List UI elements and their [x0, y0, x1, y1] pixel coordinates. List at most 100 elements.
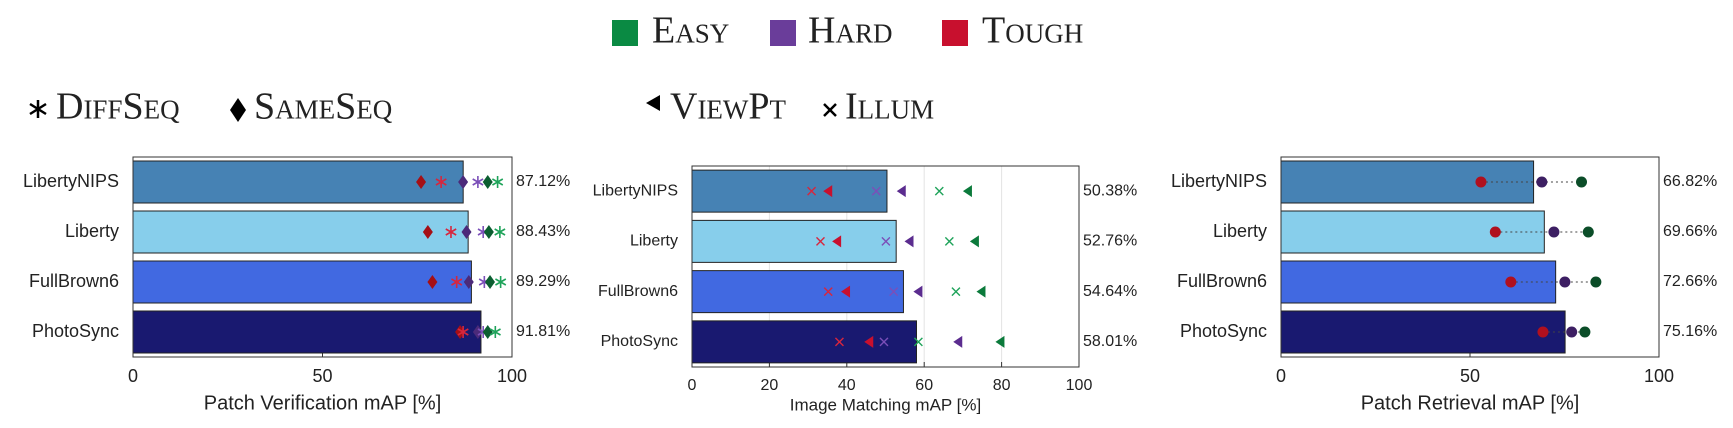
marker-circle [1505, 276, 1517, 288]
x-tick-label: 20 [761, 377, 779, 394]
plot-frame [132, 156, 513, 358]
x-tick-label: 50 [1460, 366, 1480, 386]
bar [132, 210, 469, 254]
value-label: 87.12% [516, 173, 570, 190]
bar [132, 260, 472, 304]
x-axis-label: Patch Retrieval mAP [%] [1361, 392, 1580, 414]
marker-circle [1536, 176, 1548, 188]
marker-diamond [422, 225, 433, 239]
marker-diamond [416, 175, 427, 189]
legend-diamond [230, 98, 246, 122]
category-label: FullBrown6 [1177, 271, 1267, 291]
value-label: 89.29% [516, 273, 570, 290]
legend-label: Tough [982, 10, 1083, 52]
category-label: FullBrown6 [29, 271, 119, 291]
marker-diamond [483, 225, 494, 239]
plot-frame [691, 165, 1080, 368]
marker-triangle [904, 235, 914, 248]
x-tick-label: 100 [497, 366, 527, 386]
marker-circle [1590, 276, 1602, 288]
value-label: 54.64% [1083, 283, 1137, 300]
bar [1280, 210, 1545, 254]
bar [1280, 310, 1566, 354]
marker-cross [879, 337, 889, 347]
marker-cross [951, 287, 961, 297]
marker-diamond [472, 325, 483, 339]
category-label: PhotoSync [1180, 321, 1267, 341]
marker-diamond [458, 175, 469, 189]
x-tick-label: 0 [688, 377, 697, 394]
plot-frame [1280, 156, 1660, 358]
value-label: 72.66% [1663, 273, 1717, 290]
category-label: PhotoSync [601, 333, 678, 350]
category-label: FullBrown6 [598, 283, 678, 300]
marker-legend-label: DiffSeq [56, 86, 180, 128]
x-tick-label: 50 [312, 366, 332, 386]
marker-circle [1559, 276, 1571, 288]
marker-triangle [962, 185, 972, 198]
marker-star [495, 276, 507, 288]
x-tick-label: 60 [915, 377, 933, 394]
marker-circle [1576, 176, 1588, 188]
marker-cross [823, 287, 833, 297]
marker-triangle [995, 335, 1005, 348]
marker-circle [1489, 226, 1501, 238]
marker-triangle [976, 285, 986, 298]
marker-cross [834, 337, 844, 347]
x-tick-label: 80 [993, 377, 1011, 394]
marker-circle [1548, 226, 1560, 238]
marker-cross [913, 337, 923, 347]
marker-star [489, 326, 501, 338]
marker-triangle [823, 185, 833, 198]
marker-circle [1582, 226, 1594, 238]
marker-star [457, 326, 469, 338]
marker-triangle [913, 285, 923, 298]
marker-diamond [482, 325, 493, 339]
marker-triangle [953, 335, 963, 348]
legend-triangle [646, 95, 660, 111]
bar [691, 219, 897, 263]
x-tick-label: 40 [838, 377, 856, 394]
value-label: 50.38% [1083, 182, 1137, 199]
value-label: 91.81% [516, 323, 570, 340]
marker-circle [1566, 326, 1578, 338]
marker-cross [881, 236, 891, 246]
marker-legend-label: Illum [845, 86, 934, 128]
category-label: LibertyNIPS [593, 182, 678, 199]
legend-star [29, 100, 47, 118]
marker-cross [871, 186, 881, 196]
marker-cross [934, 186, 944, 196]
value-label: 88.43% [516, 223, 570, 240]
legend-cross [823, 103, 837, 117]
marker-diamond [427, 275, 438, 289]
marker-diamond [463, 275, 474, 289]
legend-swatch [612, 20, 638, 46]
marker-star [435, 176, 447, 188]
marker-star [445, 226, 457, 238]
bar [691, 270, 904, 314]
x-axis-label: Image Matching mAP [%] [790, 395, 982, 414]
marker-cross [889, 287, 899, 297]
marker-star [494, 226, 506, 238]
legend-swatch [942, 20, 968, 46]
marker-diamond [485, 275, 496, 289]
marker-cross [815, 236, 825, 246]
legend-label: Easy [652, 10, 729, 52]
marker-cross [807, 186, 817, 196]
marker-triangle [864, 335, 874, 348]
marker-triangle [841, 285, 851, 298]
marker-triangle [896, 185, 906, 198]
category-label: Liberty [1213, 221, 1267, 241]
category-label: LibertyNIPS [1171, 171, 1267, 191]
marker-star [491, 176, 504, 188]
bar [691, 320, 917, 364]
marker-circle [1537, 326, 1549, 338]
marker-circle [1579, 326, 1591, 338]
marker-circle [1475, 176, 1487, 188]
x-tick-label: 100 [1644, 366, 1674, 386]
marker-star [472, 176, 484, 188]
value-label: 58.01% [1083, 333, 1137, 350]
bar [132, 160, 464, 204]
x-tick-label: 0 [128, 366, 138, 386]
marker-diamond [461, 225, 472, 239]
